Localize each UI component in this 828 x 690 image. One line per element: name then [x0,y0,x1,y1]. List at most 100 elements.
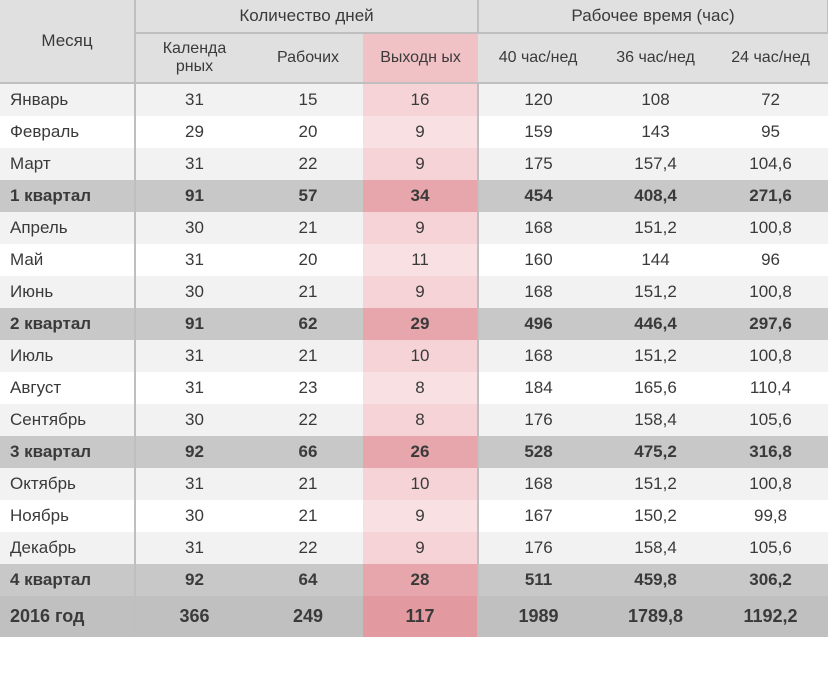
cell-working: 15 [253,83,363,116]
work-calendar-table: Месяц Количество дней Рабочее время (час… [0,0,828,637]
cell-weekend: 26 [363,436,478,468]
cell-36h: 446,4 [598,308,713,340]
table-row: 2016 год36624911719891789,81192,2 [0,596,828,637]
table-row: Июль312110168151,2100,8 [0,340,828,372]
cell-40h: 168 [478,340,598,372]
cell-working: 20 [253,244,363,276]
cell-36h: 408,4 [598,180,713,212]
cell-40h: 496 [478,308,598,340]
cell-calendar: 30 [135,404,253,436]
cell-24h: 100,8 [713,468,828,500]
cell-working: 21 [253,340,363,372]
header-days-group: Количество дней [135,0,478,33]
header-weekend: Выходн ых [363,33,478,83]
cell-weekend: 34 [363,180,478,212]
header-working: Рабочих [253,33,363,83]
cell-24h: 105,6 [713,404,828,436]
cell-40h: 120 [478,83,598,116]
cell-weekend: 9 [363,212,478,244]
cell-40h: 168 [478,468,598,500]
cell-working: 22 [253,148,363,180]
row-label: 2 квартал [0,308,135,340]
header-36h: 36 час/нед [598,33,713,83]
row-label: Февраль [0,116,135,148]
cell-24h: 95 [713,116,828,148]
table-row: Ноябрь30219167150,299,8 [0,500,828,532]
cell-weekend: 117 [363,596,478,637]
row-label: Сентябрь [0,404,135,436]
cell-calendar: 30 [135,500,253,532]
table-row: 2 квартал916229496446,4297,6 [0,308,828,340]
cell-calendar: 31 [135,372,253,404]
cell-calendar: 31 [135,532,253,564]
cell-working: 22 [253,404,363,436]
table-row: Январь31151612010872 [0,83,828,116]
table-row: Август31238184165,6110,4 [0,372,828,404]
cell-weekend: 28 [363,564,478,596]
table-body: Январь31151612010872Февраль2920915914395… [0,83,828,637]
cell-36h: 459,8 [598,564,713,596]
cell-working: 21 [253,468,363,500]
cell-40h: 167 [478,500,598,532]
row-label: Декабрь [0,532,135,564]
header-24h: 24 час/нед [713,33,828,83]
cell-calendar: 30 [135,276,253,308]
table-header: Месяц Количество дней Рабочее время (час… [0,0,828,83]
cell-36h: 151,2 [598,340,713,372]
cell-calendar: 31 [135,148,253,180]
cell-24h: 99,8 [713,500,828,532]
cell-36h: 165,6 [598,372,713,404]
cell-24h: 1192,2 [713,596,828,637]
cell-36h: 108 [598,83,713,116]
cell-40h: 528 [478,436,598,468]
cell-36h: 151,2 [598,212,713,244]
cell-24h: 306,2 [713,564,828,596]
row-label: 2016 год [0,596,135,637]
cell-weekend: 29 [363,308,478,340]
cell-weekend: 10 [363,340,478,372]
cell-24h: 96 [713,244,828,276]
table-row: 1 квартал915734454408,4271,6 [0,180,828,212]
row-label: Октябрь [0,468,135,500]
table-row: Май31201116014496 [0,244,828,276]
cell-24h: 316,8 [713,436,828,468]
cell-40h: 168 [478,212,598,244]
cell-calendar: 91 [135,308,253,340]
cell-calendar: 31 [135,83,253,116]
cell-36h: 158,4 [598,532,713,564]
cell-calendar: 366 [135,596,253,637]
cell-weekend: 8 [363,372,478,404]
cell-calendar: 30 [135,212,253,244]
header-month: Месяц [0,0,135,83]
cell-36h: 158,4 [598,404,713,436]
cell-working: 64 [253,564,363,596]
cell-working: 23 [253,372,363,404]
table-row: Февраль2920915914395 [0,116,828,148]
row-label: Ноябрь [0,500,135,532]
cell-40h: 160 [478,244,598,276]
cell-calendar: 92 [135,564,253,596]
cell-36h: 1789,8 [598,596,713,637]
cell-weekend: 8 [363,404,478,436]
cell-weekend: 10 [363,468,478,500]
cell-working: 62 [253,308,363,340]
table-row: 3 квартал926626528475,2316,8 [0,436,828,468]
row-label: 4 квартал [0,564,135,596]
cell-weekend: 9 [363,532,478,564]
row-label: 3 квартал [0,436,135,468]
header-calendar: Календа рных [135,33,253,83]
cell-36h: 475,2 [598,436,713,468]
table-row: Сентябрь30228176158,4105,6 [0,404,828,436]
row-label: Май [0,244,135,276]
cell-weekend: 16 [363,83,478,116]
cell-40h: 159 [478,116,598,148]
cell-40h: 175 [478,148,598,180]
cell-36h: 157,4 [598,148,713,180]
row-label: Август [0,372,135,404]
table-row: Март31229175157,4104,6 [0,148,828,180]
cell-40h: 1989 [478,596,598,637]
cell-working: 57 [253,180,363,212]
cell-working: 21 [253,212,363,244]
cell-weekend: 9 [363,500,478,532]
cell-40h: 184 [478,372,598,404]
